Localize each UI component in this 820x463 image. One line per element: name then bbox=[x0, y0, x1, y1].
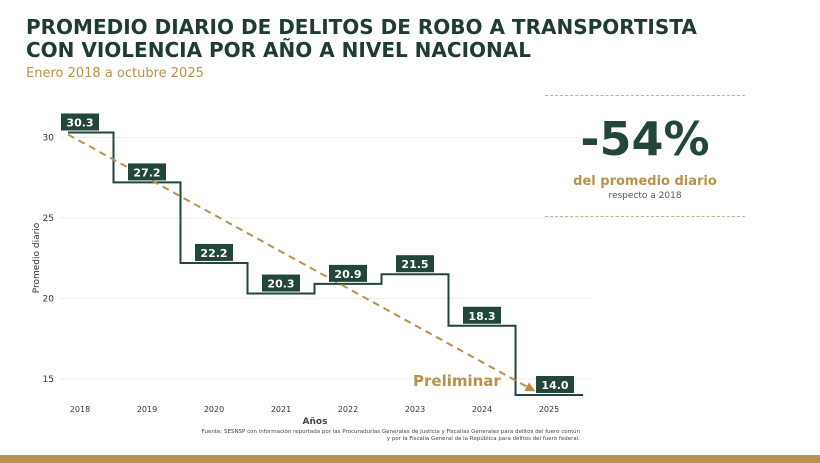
data-label-box bbox=[61, 113, 99, 131]
y-axis-label: Promedio diario bbox=[32, 222, 42, 293]
data-label-text: 18.3 bbox=[468, 310, 495, 323]
data-label: 20.3 bbox=[262, 274, 300, 292]
data-label-box bbox=[536, 376, 574, 393]
source-note: Fuente: SESNSP con información reportada… bbox=[160, 429, 580, 443]
x-tick-label: 2018 bbox=[70, 405, 90, 414]
y-tick-label: 15 bbox=[43, 375, 54, 385]
reduction-callout: -54% del promedio diario respecto a 2018 bbox=[545, 95, 745, 217]
reduction-sublabel: respecto a 2018 bbox=[608, 191, 682, 201]
y-tick-labels: 15 20 25 30 bbox=[43, 133, 55, 385]
data-label-text: 20.3 bbox=[267, 278, 294, 291]
data-label-text: 21.5 bbox=[401, 258, 428, 271]
x-tick-label: 2020 bbox=[204, 405, 224, 414]
y-tick-label: 20 bbox=[43, 294, 55, 304]
source-line-1: Fuente: SESNSP con información reportada… bbox=[201, 429, 580, 435]
y-tick-label: 30 bbox=[43, 133, 55, 143]
x-tick-labels: 2018 2019 2020 2021 2022 2023 2024 2025 bbox=[70, 405, 559, 414]
data-label-box bbox=[262, 274, 300, 292]
x-tick-label: 2024 bbox=[472, 405, 492, 414]
bottom-accent-bar bbox=[0, 455, 820, 463]
data-label: 27.2 bbox=[128, 163, 166, 181]
gridlines bbox=[60, 136, 590, 380]
title-line-1: PROMEDIO DIARIO DE DELITOS DE ROBO A TRA… bbox=[26, 15, 697, 39]
x-tick-label: 2022 bbox=[338, 405, 358, 414]
source-line-2: y por la Fiscalía General de la Repúblic… bbox=[386, 436, 580, 442]
data-label-box bbox=[195, 243, 233, 261]
page-title: PROMEDIO DIARIO DE DELITOS DE ROBO A TRA… bbox=[26, 16, 726, 62]
x-tick-label: 2023 bbox=[405, 405, 425, 414]
data-label-text: 30.3 bbox=[66, 116, 93, 129]
data-label: 18.3 bbox=[463, 306, 501, 324]
data-label: 22.2 bbox=[195, 243, 233, 261]
data-label: 21.5 bbox=[396, 255, 434, 273]
subtitle: Enero 2018 a octubre 2025 bbox=[26, 66, 204, 81]
x-tick-label: 2019 bbox=[137, 405, 157, 414]
data-label-text: 27.2 bbox=[133, 166, 160, 179]
data-label: 14.0 bbox=[536, 376, 574, 393]
data-label-text: 14.0 bbox=[541, 379, 568, 392]
x-axis-label: Años bbox=[303, 417, 328, 427]
data-label-box bbox=[463, 306, 501, 324]
data-label-box bbox=[396, 255, 434, 273]
y-tick-label: 25 bbox=[43, 214, 54, 224]
step-series bbox=[68, 131, 583, 396]
data-label-text: 20.9 bbox=[334, 268, 361, 281]
data-label: 20.9 bbox=[329, 264, 367, 282]
data-label-box bbox=[128, 163, 166, 181]
data-label: 30.3 bbox=[61, 113, 99, 131]
data-label-text: 22.2 bbox=[200, 247, 227, 260]
title-line-2: CON VIOLENCIA POR AÑO A NIVEL NACIONAL bbox=[26, 38, 531, 62]
data-labels: 30.3 27.2 22.2 20.3 20.9 21.5 18.3 14.0 bbox=[61, 113, 574, 393]
x-tick-label: 2021 bbox=[271, 405, 291, 414]
reduction-label: del promedio diario bbox=[573, 174, 717, 189]
x-tick-label: 2025 bbox=[539, 405, 559, 414]
data-label-box bbox=[329, 264, 367, 282]
preliminar-annotation: Preliminar bbox=[413, 372, 501, 390]
reduction-percent: -54% bbox=[580, 112, 710, 166]
step-line bbox=[68, 131, 583, 396]
